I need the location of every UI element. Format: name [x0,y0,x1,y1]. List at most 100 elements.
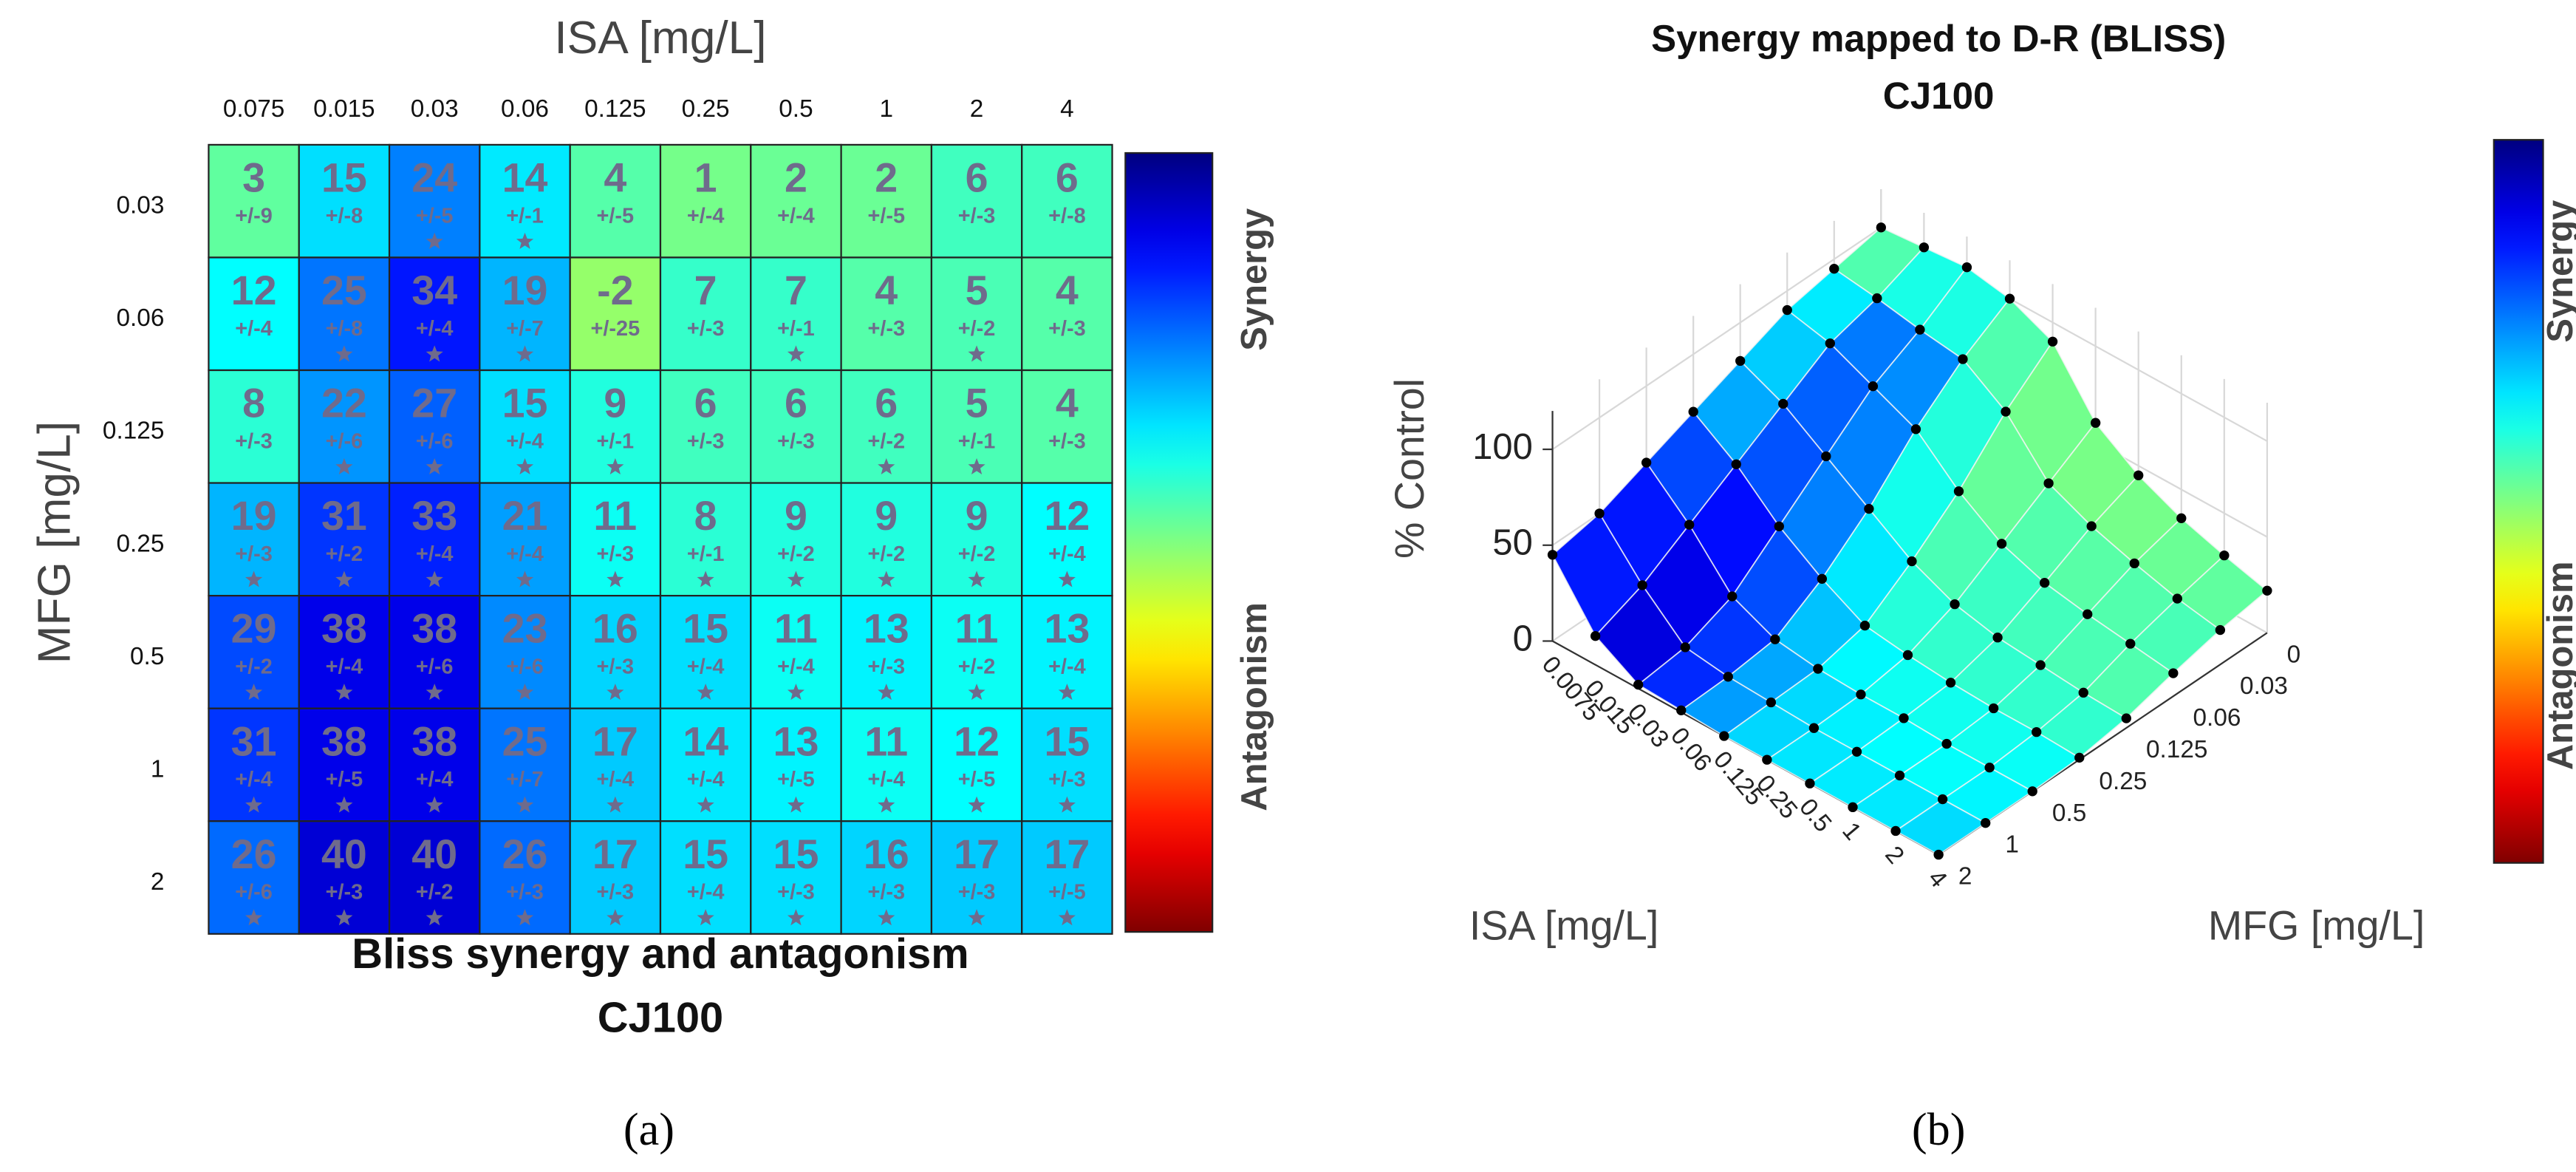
surface-point [1941,738,1952,749]
surface-point [2129,558,2139,569]
cell-error: +/-2 [958,542,996,566]
cell-error: +/-4 [687,204,725,228]
significance-star [245,570,263,587]
cell-error: +/-5 [326,768,363,791]
surface-point [1859,620,1870,631]
heatmap-cell [840,143,933,259]
surface-point [2043,478,2054,488]
cell-error: +/-8 [326,204,363,228]
cell-value: 3 [242,155,265,201]
heatmap-cell [1021,369,1113,484]
surface-point [1872,293,1882,304]
cell-value: 19 [502,268,548,313]
surface-point [1984,763,1995,773]
surface-point [1907,556,1917,567]
surface-point [1813,664,1823,674]
heatmap-cell [208,369,300,484]
x-tick-label: 0.06 [501,95,549,123]
x-tick-label: 0.06 [1665,723,1717,777]
cell-value: 9 [875,493,898,539]
cell-value: 13 [864,606,909,652]
cell-value: 34 [411,268,457,313]
surface-point [2035,660,2046,670]
cell-value: 16 [592,606,638,652]
significance-star [1058,570,1076,587]
surface-point [2090,418,2101,428]
significance-star [335,909,353,926]
cell-value: 11 [955,606,999,652]
surface-point [2074,752,2085,763]
surface-point [2168,668,2179,678]
significance-star [968,457,985,475]
cell-value: 22 [321,381,367,426]
cell-value: 27 [411,381,457,426]
surface-point [2001,406,2011,417]
cell-value: 38 [321,718,367,764]
cell-value: 26 [502,831,548,877]
surface-point [2125,638,2136,649]
significance-star [516,345,534,362]
significance-star [697,570,714,587]
y-tick-label: 0 [2287,641,2301,668]
cell-value: 4 [1056,381,1079,426]
x-tick-label: 0.03 [1622,698,1674,753]
colorbar-label: Antagonism [1234,602,1274,811]
surface-point [1933,849,1944,860]
cell-value: 1 [694,155,717,201]
cell-value: 5 [966,268,988,313]
cell-error: +/-4 [416,317,454,341]
cell-error: +/-5 [597,204,635,228]
surface-point [1684,519,1695,530]
cell-value: 2 [785,155,807,201]
surface-point [2172,593,2182,604]
heatmap-cell [750,143,842,259]
surface-point [1676,705,1687,715]
colorbar-label: Antagonism [2541,562,2576,771]
cell-error: +/-4 [597,768,635,791]
significance-star [968,684,985,701]
significance-star [607,457,624,475]
cell-value: 15 [773,831,819,877]
significance-star [787,570,805,587]
surface-point [1953,486,1964,497]
surface-point [1680,642,1690,653]
x-tick-label: 1 [879,95,893,123]
cell-error: +/-1 [687,542,725,566]
y-tick-label: 0.5 [2052,800,2086,827]
cell-value: 38 [411,606,457,652]
cell-value: 8 [694,493,717,539]
surface-point [1868,381,1879,392]
significance-star [878,570,895,587]
cell-error: +/-5 [777,768,815,791]
cell-value: 31 [231,718,277,764]
cell-value: 4 [604,155,626,201]
x-tick-label: 0.25 [1751,770,1803,825]
surface-point [2215,624,2226,636]
cell-error: +/-5 [416,204,454,228]
heatmap-cell [208,143,300,259]
cell-value: 12 [954,718,1000,764]
chart-subtitle: CJ100 [598,994,723,1041]
heatmap-cell [1021,707,1113,822]
cell-error: +/-4 [867,768,905,791]
x-tick-label: 0.015 [313,95,375,123]
x-tick-label: 2 [970,95,984,123]
cell-value: 4 [875,268,898,313]
cell-value: 11 [593,493,637,539]
panel-label: (b) [1912,1105,1966,1155]
cell-value: 24 [411,155,457,201]
significance-star [516,909,534,926]
y-axis-label: MFG [mg/L] [29,421,80,664]
cell-error: +/-3 [506,881,544,904]
surface-point [1774,521,1784,531]
heatmap-cell [298,143,391,259]
significance-star [968,796,985,813]
significance-star [697,684,714,701]
cell-error: +/-3 [1048,768,1086,791]
cell-value: 15 [502,381,548,426]
cell-error: +/-1 [958,429,996,453]
significance-star [335,796,353,813]
significance-star [607,684,624,701]
heatmap-cell [388,143,481,259]
surface-point [1992,633,2003,643]
